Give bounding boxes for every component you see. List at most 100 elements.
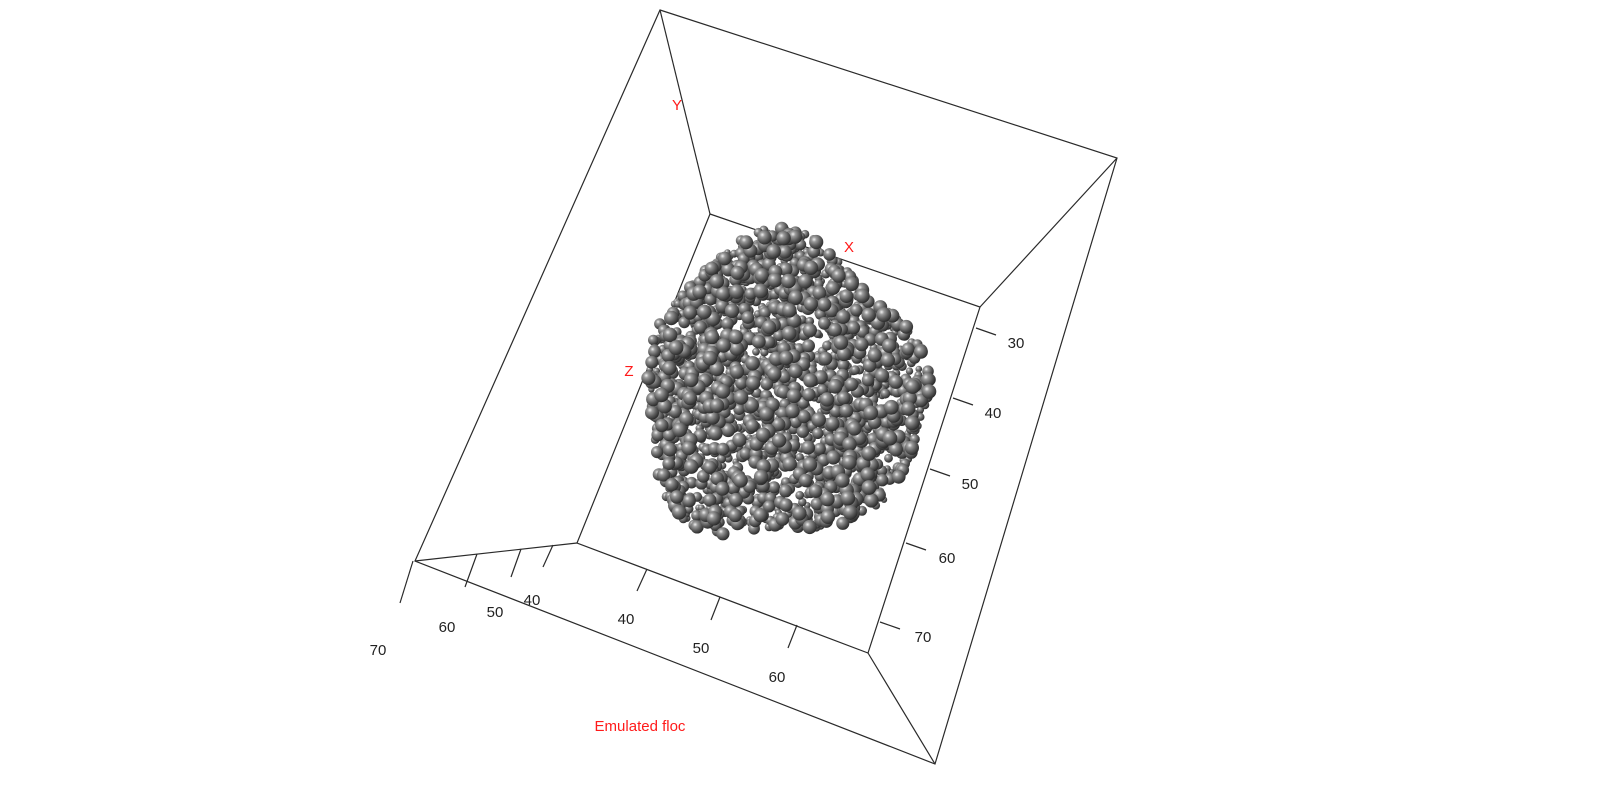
floc-sphere [820,491,835,507]
floc-sphere [882,338,897,353]
x-tick-40 [636,568,648,592]
floc-sphere [730,265,745,280]
floc-sphere [819,392,835,407]
floc-sphere [657,468,671,482]
floc-sphere [683,305,697,320]
floc-sphere [864,493,879,508]
floc-sphere [645,405,659,420]
chart-title: Emulated floc [595,718,686,735]
floc-sphere [860,467,875,482]
floc-sphere [697,304,712,320]
floc-sphere [802,323,818,338]
floc-sphere [861,307,876,323]
x-tick-label-50: 50 [693,640,710,657]
floc-sphere [822,340,833,351]
floc-sphere [753,507,768,523]
floc-sphere [818,316,831,330]
y-axis-label: Y [672,97,682,114]
floc-sphere [875,368,890,383]
floc-sphere [808,484,823,498]
x-axis: 40 50 60 X [618,239,854,686]
box-edge-top-right [979,157,1118,308]
box-edge-bottom-right [867,652,936,765]
y-tick-30 [975,327,997,336]
floc-sphere [745,419,759,433]
floc-sphere [715,481,730,496]
floc-sphere [891,469,906,484]
floc-sphere [876,307,892,323]
floc-sphere [767,366,782,382]
floc-sphere [854,337,869,352]
floc-sphere [876,474,889,487]
floc-sphere [826,450,841,465]
floc-sphere [778,245,792,259]
floc-sphere [771,433,787,448]
floc-sphere [729,364,745,379]
floc-sphere [709,398,725,414]
floc-sphere [836,346,852,362]
floc-sphere [690,520,704,534]
floc-sphere [782,456,797,472]
floc-sphere [654,387,669,403]
floc-sphere [702,350,718,366]
floc-sphere [744,398,760,413]
z-axis-label: Z [624,363,633,380]
floc-sphere [779,484,793,498]
floc-sphere [786,388,802,404]
floc-sphere [833,335,849,350]
floc-sphere [883,399,899,415]
floc-sphere [648,334,659,346]
floc-sphere [882,430,898,446]
floc-sphere [733,390,749,405]
z-tick-label-70: 70 [370,642,387,659]
x-tick-60 [787,624,798,649]
floc-sphere [844,377,859,392]
floc-sphere [920,372,936,387]
floc-sphere [863,405,879,421]
floc-sphere [802,519,817,535]
floc-sphere [721,317,734,331]
floc-sphere [683,391,698,406]
floc-sphere [855,288,870,304]
floc-sphere [641,370,656,386]
floc-sphere [759,306,771,319]
floc-sphere [716,527,730,541]
floc-sphere [818,351,833,366]
floc-sphere [836,516,850,530]
floc-sphere [729,284,744,300]
floc-sphere [841,455,857,470]
floc-sphere [716,338,731,353]
floc-sphere [728,329,744,345]
floc-sphere [797,274,813,289]
z-tick-50 [510,548,522,578]
floc-sphere [867,348,882,363]
floc-sphere [651,446,664,459]
floc-sphere [752,347,760,356]
z-tick-label-50: 50 [487,604,504,621]
floc-sphere [662,442,677,457]
floc-sphere [704,261,719,276]
floc-sphere [670,490,684,504]
floc-sphere [810,497,824,511]
box-edge-top-left [659,9,711,215]
floc-sphere [729,492,743,507]
floc-sphere [836,309,851,324]
floc-sphere [721,423,736,438]
floc-sphere [709,274,725,289]
floc-sphere [751,387,762,398]
floc-sphere [775,512,790,526]
floc-sphere [745,356,760,371]
floc-sphere [741,311,755,324]
floc-sphere [681,441,696,456]
floc-sphere [827,378,843,394]
floc-sphere [799,473,813,488]
floc-sphere [795,490,805,500]
floc-sphere [817,297,832,312]
floc-sphere [745,375,761,391]
x-tick-label-40: 40 [618,611,635,628]
floc-sphere [693,320,708,334]
floc-sphere [811,412,826,428]
floc-sphere [888,374,903,389]
floc-sphere [901,401,916,416]
floc-sphere [788,229,803,244]
